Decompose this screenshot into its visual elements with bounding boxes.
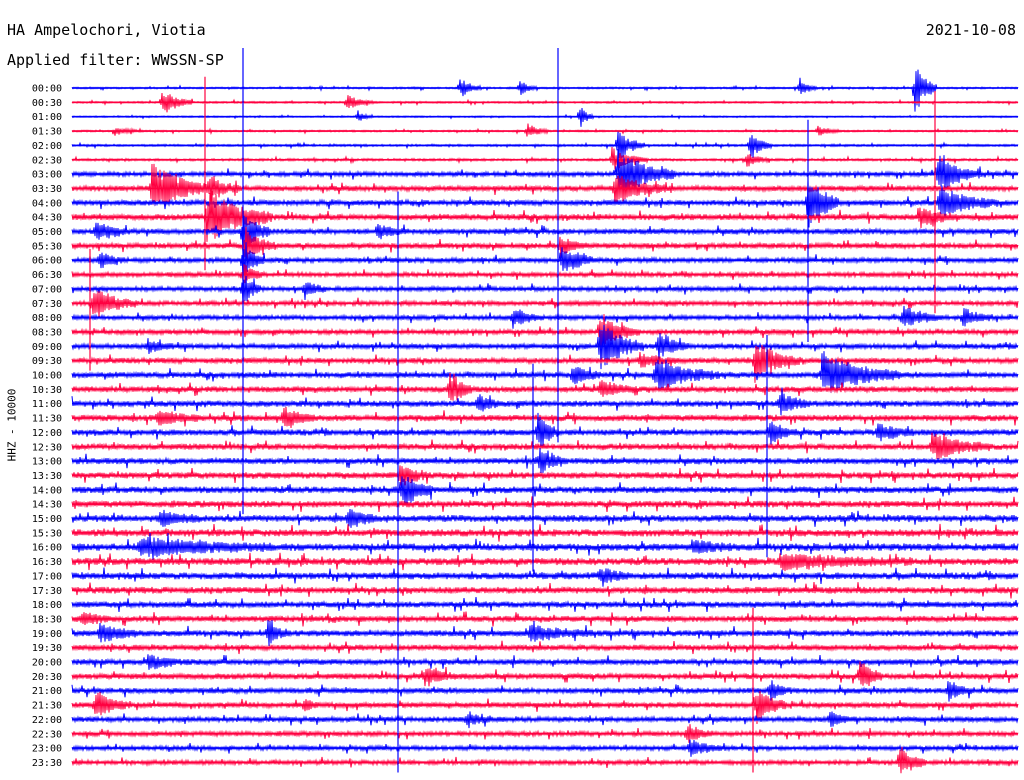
hour-label: 05:30: [32, 241, 62, 252]
hour-label: 10:30: [32, 385, 62, 396]
hour-label: 13:30: [32, 471, 62, 482]
trace-0500: [71, 215, 1019, 256]
hour-label: 02:00: [32, 141, 62, 152]
hour-label: 15:30: [32, 528, 62, 539]
hour-label: 09:30: [32, 356, 62, 367]
trace-1100: [71, 387, 1019, 416]
trace-0000: [71, 69, 1019, 112]
trace-1430: [71, 496, 1019, 512]
hour-label: 15:00: [32, 514, 62, 525]
hour-label: 06:00: [32, 256, 62, 267]
hour-label: 11:30: [32, 414, 62, 425]
hour-label: 04:30: [32, 213, 62, 224]
hour-label: 03:30: [32, 184, 62, 195]
hour-label: 01:30: [32, 127, 62, 138]
hour-label: 00:00: [32, 84, 62, 95]
trace-0230: [71, 146, 1019, 170]
hour-label: 12:00: [32, 428, 62, 439]
hour-label: 19:30: [32, 643, 62, 654]
hour-label: 04:00: [32, 198, 62, 209]
hour-label: 08:00: [32, 313, 62, 324]
hour-label: 03:00: [32, 170, 62, 181]
hour-label: 14:00: [32, 485, 62, 496]
hour-label: 22:00: [32, 715, 62, 726]
trace-0130: [71, 123, 1019, 137]
hour-label: 14:30: [32, 500, 62, 511]
hour-label: 08:30: [32, 327, 62, 338]
trace-0730: [71, 291, 1019, 318]
hour-label: 18:00: [32, 600, 62, 611]
hour-label: 00:30: [32, 98, 62, 109]
hour-label: 21:00: [32, 686, 62, 697]
hour-label: 23:00: [32, 744, 62, 755]
trace-1330: [71, 465, 1019, 486]
hour-label: 07:30: [32, 299, 62, 310]
hour-label: 05:00: [32, 227, 62, 238]
trace-0630: [71, 264, 1019, 284]
hour-label: 13:00: [32, 457, 62, 468]
hour-label: 02:30: [32, 155, 62, 166]
hour-label: 18:30: [32, 614, 62, 625]
station-title: HA Ampelochori, Viotia: [7, 21, 206, 39]
hour-label: 10:00: [32, 371, 62, 382]
trace-1600: [71, 532, 1019, 560]
trace-2030: [71, 661, 1019, 687]
trace-1730: [71, 582, 1019, 599]
hour-label: 17:00: [32, 571, 62, 582]
hour-label: 07:00: [32, 284, 62, 295]
hour-label: 20:00: [32, 658, 62, 669]
trace-0430: [71, 190, 1019, 242]
trace-1700: [71, 567, 1019, 587]
hour-label: 21:30: [32, 701, 62, 712]
trace-0330: [71, 163, 1019, 206]
hour-label: 17:30: [32, 586, 62, 597]
hour-label: 12:30: [32, 442, 62, 453]
hour-label: 16:00: [32, 543, 62, 554]
trace-2330: [71, 746, 1019, 774]
hour-label: 20:30: [32, 672, 62, 683]
hour-label: 06:30: [32, 270, 62, 281]
filter-label: Applied filter: WWSSN-SP: [7, 51, 224, 69]
hour-label: 19:00: [32, 629, 62, 640]
hour-label: 22:30: [32, 729, 62, 740]
date-label: 2021-10-08: [925, 21, 1016, 39]
hour-label: 09:00: [32, 342, 62, 353]
hour-label: 23:30: [32, 758, 62, 769]
hour-label: 16:30: [32, 557, 62, 568]
hour-label: 01:00: [32, 112, 62, 123]
trace-2200: [71, 711, 1019, 729]
hour-label: 11:00: [32, 399, 62, 410]
